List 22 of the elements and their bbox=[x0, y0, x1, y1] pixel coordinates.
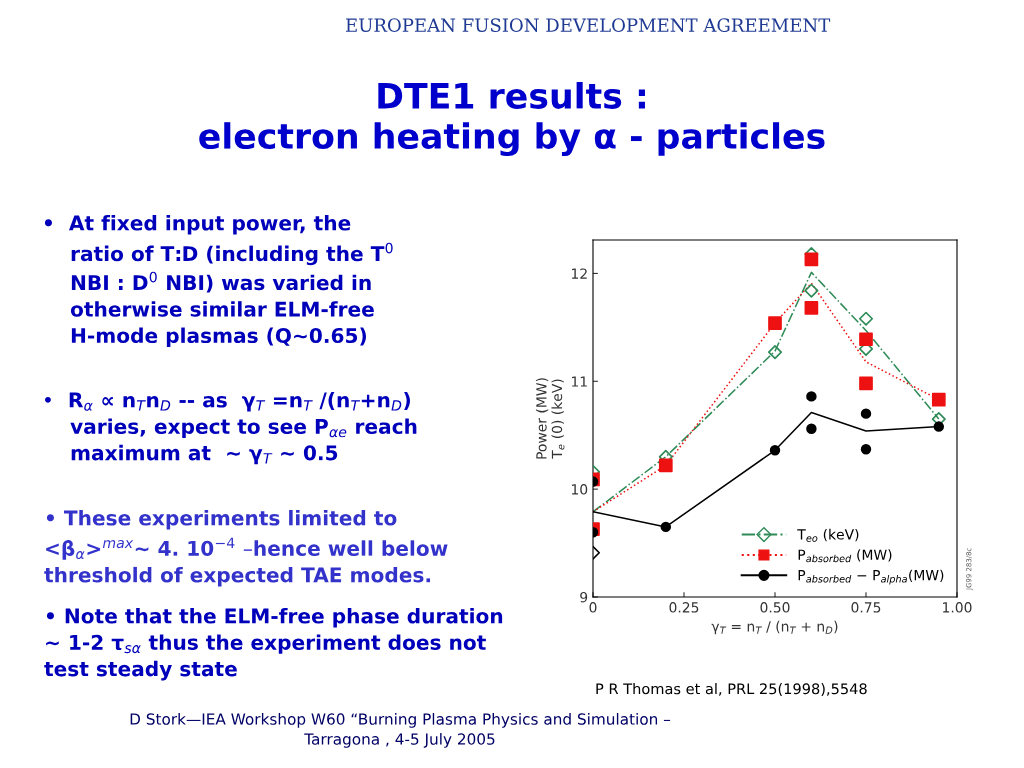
legend-label: P$_{absorbed}$ − P$_{alpha}$(MW) bbox=[798, 569, 944, 585]
text: • These experiments limited to <β$_{α}$>$^{max}$~ 4. 10$^{−4}$ –hence well below threshold of expected TAE modes. bbox=[44, 510, 448, 587]
y-tick-label: 12 bbox=[571, 268, 587, 279]
x-tick-label: 0 bbox=[589, 602, 597, 613]
x-tick-label: 0.75 bbox=[851, 602, 881, 613]
x-tick-label: 0.25 bbox=[669, 602, 699, 613]
y-tick-label: 10 bbox=[571, 484, 588, 495]
text: • At fixed input power, the ratio of T:D (including the T$^{0}$ NBI : D$^{0}$ NBI) was varied in otherwise similar ELM-free H-mode plasmas (Q~0.65) bbox=[44, 215, 393, 348]
x-tick-label: 0.50 bbox=[760, 602, 790, 613]
legend-label: T$_{eo}$ (keV) bbox=[797, 528, 859, 542]
y-axis-title: Power (MW) T$_{e}$ (0) (keV) bbox=[535, 378, 565, 459]
text: • Note that the ELM-free phase duration ~ 1-2 τ$_{sα}$ thus the experiment does not test steady state bbox=[44, 608, 503, 681]
text: EUROPEAN FUSION DEVELOPMENT AGREEMENT bbox=[346, 18, 831, 32]
text: • R$_{α}$ ∝ n$_{T}$n$_{D}$ -- as γ$_{T}$ =n$_{T}$ /(n$_{T}$+n$_{D}$) varies, expect to see P$_{αe}$ reach maximum at ~ γ$_{T}$ ~ 0.5 bbox=[45, 392, 417, 465]
chart-title: DTE1 results : electron heating by α - particles bbox=[199, 82, 825, 157]
y-tick-label: 9 bbox=[580, 591, 588, 603]
legend-label: P$_{absorbed}$ (MW) bbox=[798, 549, 892, 563]
x-tick-label: 1.00 bbox=[943, 602, 972, 613]
text: D Stork—IEA Workshop W60 “Burning Plasma Physics and Simulation – Tarragona , 4-5 July 2005 bbox=[130, 713, 671, 748]
y-tick-label: 11 bbox=[571, 376, 587, 387]
text: γ$_{T}$ = n$_{T}$ / (n$_{T}$ + n$_{D}$) bbox=[711, 620, 838, 635]
text: P R Thomas et al, PRL 25(1998),5548 bbox=[596, 683, 867, 696]
